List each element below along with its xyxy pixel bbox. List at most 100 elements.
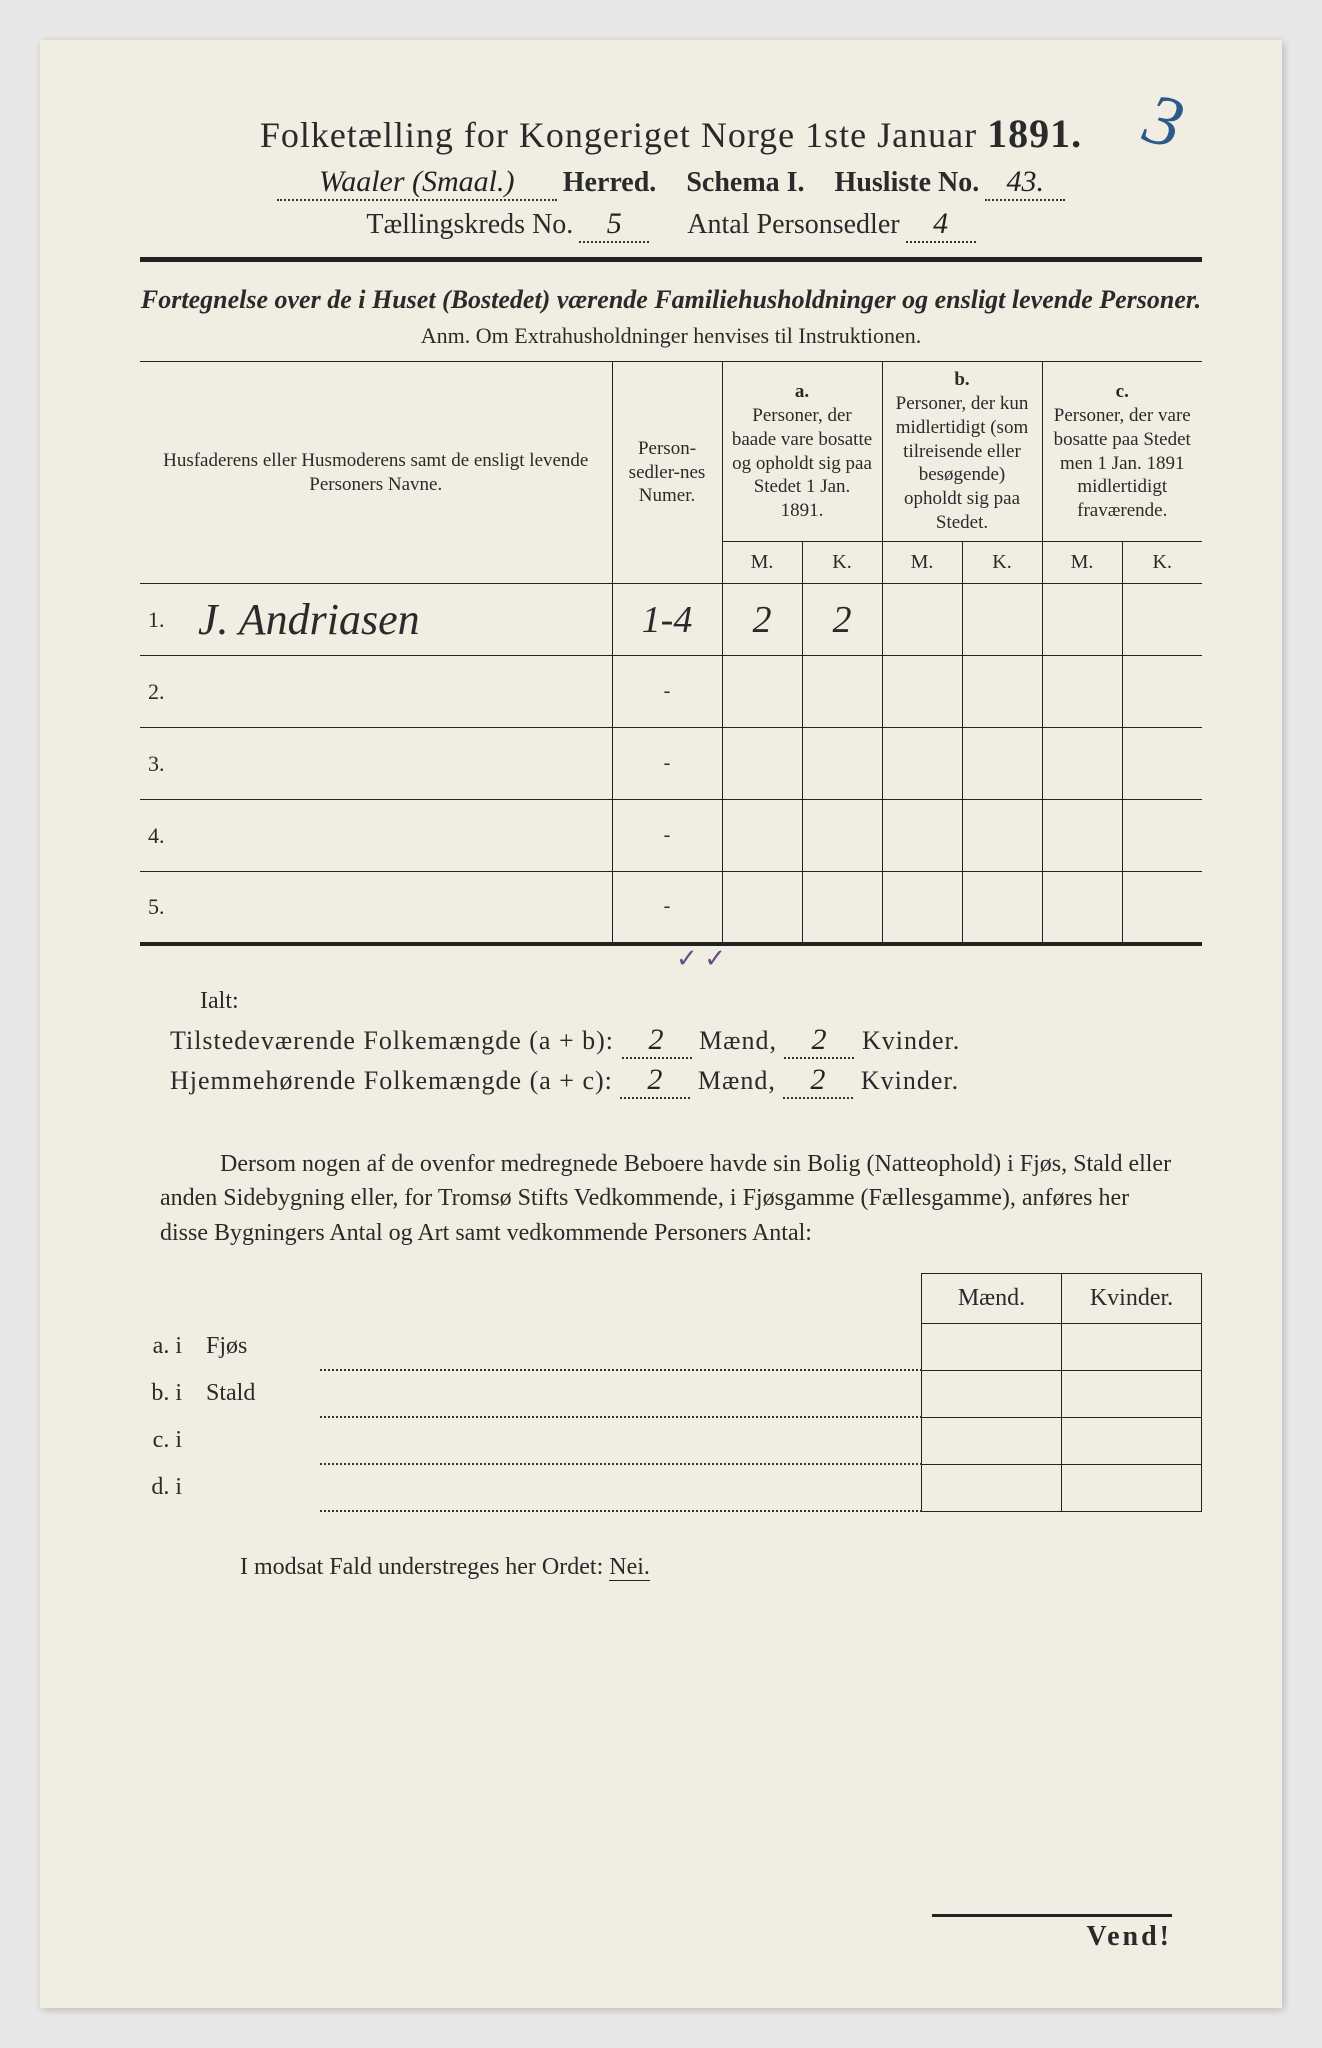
table-body: 1.J. Andriasen1-4222.-3.-4.-5.- <box>140 584 1202 944</box>
bldg-dots <box>320 1323 922 1370</box>
bldg-hdr-m: Mænd. <box>922 1273 1062 1323</box>
header-line-1: Waaler (Smaal.) Herred. Schema I. Huslis… <box>140 165 1202 201</box>
bldg-dots <box>320 1464 922 1511</box>
row-a-m <box>722 872 802 944</box>
col-name: Husfaderens eller Husmoderens samt de en… <box>140 362 612 584</box>
table-head: Husfaderens eller Husmoderens samt de en… <box>140 362 1202 584</box>
ialt-label: Ialt: <box>200 988 1202 1015</box>
vend-label: Vend! <box>932 1914 1172 1953</box>
table-row: 5. - <box>140 872 1202 944</box>
col-sedler: Person-sedler-nes Numer. <box>612 362 722 584</box>
bldg-hdr-k: Kvinder. <box>1062 1273 1202 1323</box>
row-b-m <box>882 656 962 728</box>
census-form-page: 3 Folketælling for Kongeriget Norge 1ste… <box>40 40 1282 2008</box>
bldg-lab: d. i <box>140 1464 200 1511</box>
total-line-1: Tilstedeværende Folkemængde (a + b): 2 M… <box>170 1023 1202 1059</box>
herred-label: Herred. <box>563 167 657 199</box>
bldg-row: d. i <box>140 1464 1202 1511</box>
row-b-k <box>962 800 1042 872</box>
row-c-k <box>1122 584 1202 656</box>
col-a-k: K. <box>802 542 882 584</box>
row-a-k <box>802 800 882 872</box>
row-c-m <box>1042 584 1122 656</box>
title-text: Folketælling for Kongeriget Norge 1ste J… <box>260 115 977 155</box>
row-sedler: 1-4 <box>612 584 722 656</box>
row-name <box>184 728 612 800</box>
bldg-m <box>922 1417 1062 1464</box>
row-c-k <box>1122 800 1202 872</box>
kvinder-label2: Kvinder. <box>861 1066 959 1095</box>
row-c-k <box>1122 872 1202 944</box>
husliste-label: Husliste No. <box>835 167 980 199</box>
husliste-value: 43. <box>985 165 1065 201</box>
header-line-2: Tællingskreds No. 5 Antal Personsedler 4 <box>140 207 1202 243</box>
kreds-value: 5 <box>579 207 649 243</box>
row-b-k <box>962 656 1042 728</box>
row-b-k <box>962 728 1042 800</box>
row-a-k <box>802 656 882 728</box>
row-a-k <box>802 872 882 944</box>
row-name <box>184 656 612 728</box>
table-row: 1.J. Andriasen1-422 <box>140 584 1202 656</box>
row-name <box>184 800 612 872</box>
row-sedler: - <box>612 872 722 944</box>
total2-label: Hjemmehørende Folkemængde (a + c): <box>170 1066 613 1095</box>
antal-value: 4 <box>906 207 976 243</box>
row-a-m: 2 <box>722 584 802 656</box>
bldg-lab: c. i <box>140 1417 200 1464</box>
bldg-row: c. i <box>140 1417 1202 1464</box>
row-b-m <box>882 872 962 944</box>
bldg-k <box>1062 1323 1202 1370</box>
row-c-m <box>1042 872 1122 944</box>
total1-k: 2 <box>784 1023 854 1059</box>
bldg-k <box>1062 1464 1202 1511</box>
col-c-k: K. <box>1122 542 1202 584</box>
col-b: b. Personer, der kun midlertidigt (som t… <box>882 362 1042 542</box>
row-sedler: - <box>612 800 722 872</box>
bldg-type: Stald <box>200 1370 320 1417</box>
row-sedler: - <box>612 728 722 800</box>
row-b-m <box>882 584 962 656</box>
bldg-m <box>922 1370 1062 1417</box>
row-b-m <box>882 728 962 800</box>
bldg-type: Fjøs <box>200 1323 320 1370</box>
anm-note: Anm. Om Extrahusholdninger henvises til … <box>140 323 1202 349</box>
maend-label2: Mænd, <box>698 1066 776 1095</box>
antal-label: Antal Personsedler <box>687 209 899 241</box>
row-b-m <box>882 800 962 872</box>
row-c-k <box>1122 656 1202 728</box>
maend-label: Mænd, <box>699 1026 777 1055</box>
herred-value: Waaler (Smaal.) <box>277 165 557 201</box>
col-b-k: K. <box>962 542 1042 584</box>
table-row: 3.- <box>140 728 1202 800</box>
bldg-m <box>922 1323 1062 1370</box>
nei-pre: I modsat Fald understreges her Ordet: <box>240 1554 609 1580</box>
row-name: J. Andriasen <box>184 584 612 656</box>
nei-word: Nei. <box>609 1554 650 1581</box>
row-c-m <box>1042 728 1122 800</box>
total1-m: 2 <box>622 1023 692 1059</box>
bldg-type <box>200 1417 320 1464</box>
household-table: Husfaderens eller Husmoderens samt de en… <box>140 361 1202 946</box>
row-num: 4. <box>140 800 184 872</box>
row-num: 5. <box>140 872 184 944</box>
bldg-dots <box>320 1370 922 1417</box>
col-a: a. Personer, der baade vare bosatte og o… <box>722 362 882 542</box>
kvinder-label: Kvinder. <box>862 1026 960 1055</box>
total2-m: 2 <box>620 1063 690 1099</box>
total1-label: Tilstedeværende Folkemængde (a + b): <box>170 1026 614 1055</box>
row-c-m <box>1042 656 1122 728</box>
table-row: 2. - <box>140 656 1202 728</box>
bldg-type <box>200 1464 320 1511</box>
row-sedler: - <box>612 656 722 728</box>
tick-marks: ✓ ✓ <box>200 944 1202 974</box>
bldg-dots <box>320 1417 922 1464</box>
table-row: 4. - <box>140 800 1202 872</box>
bldg-k <box>1062 1417 1202 1464</box>
row-a-k: 2 <box>802 584 882 656</box>
row-num: 2. <box>140 656 184 728</box>
bldg-row: a. iFjøs <box>140 1323 1202 1370</box>
total2-k: 2 <box>783 1063 853 1099</box>
row-name <box>184 872 612 944</box>
title-year: 1891. <box>987 111 1082 156</box>
